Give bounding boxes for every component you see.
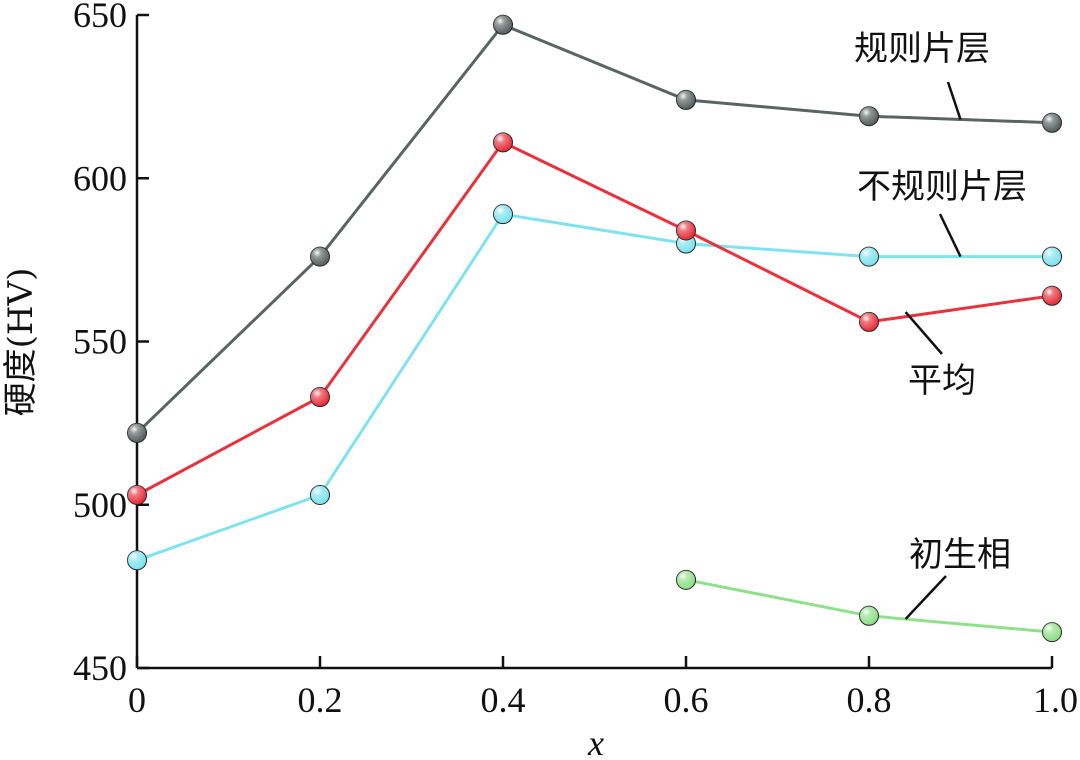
y-tick-label: 600 bbox=[73, 158, 127, 198]
data-point-highlight bbox=[1042, 622, 1062, 642]
data-point-highlight bbox=[310, 247, 330, 267]
leader-line-regular-lamellar bbox=[946, 81, 962, 120]
y-tick-label: 550 bbox=[73, 322, 127, 362]
data-point-highlight bbox=[1042, 286, 1062, 306]
x-tick-label: 1.0 bbox=[1033, 680, 1078, 720]
leader-line-average bbox=[904, 311, 943, 355]
data-point-highlight bbox=[859, 247, 879, 267]
x-axis-title: x bbox=[587, 723, 604, 760]
data-point-highlight bbox=[676, 90, 696, 110]
y-axis-title: 硬度(HV) bbox=[1, 268, 41, 417]
series-layer bbox=[127, 14, 1062, 643]
data-point-highlight bbox=[310, 485, 330, 505]
leader-line-primary-phase bbox=[904, 575, 947, 620]
data-point-highlight bbox=[127, 485, 147, 505]
data-point-highlight bbox=[676, 570, 696, 590]
y-tick-label: 500 bbox=[73, 485, 127, 525]
data-point-highlight bbox=[127, 550, 147, 570]
data-point-highlight bbox=[859, 606, 879, 626]
leader-line-irregular-lamellar bbox=[938, 213, 962, 258]
series-label-average: 平均 bbox=[908, 361, 976, 401]
data-point-highlight bbox=[859, 106, 879, 126]
series-label-primary-phase: 初生相 bbox=[909, 535, 1011, 575]
data-point-highlight bbox=[1042, 247, 1062, 267]
data-point-highlight bbox=[1042, 113, 1062, 133]
data-point-highlight bbox=[676, 220, 696, 240]
series-line-average bbox=[136, 140, 1053, 497]
series-line-regular-lamellar bbox=[135, 23, 1053, 434]
data-point-highlight bbox=[493, 15, 513, 35]
series-average bbox=[127, 132, 1062, 505]
axes: 450 500 550 600 650 0 0.2 0.4 0.6 0.8 1.0 bbox=[73, 0, 1078, 720]
x-tick-label: 0.6 bbox=[664, 680, 709, 720]
data-point-highlight bbox=[127, 423, 147, 443]
series-label-regular-lamellar: 规则片层 bbox=[854, 29, 990, 69]
y-tick-label: 650 bbox=[73, 0, 127, 35]
data-point-highlight bbox=[310, 387, 330, 407]
series-line-irregular-lamellar bbox=[136, 212, 1052, 562]
x-tick-label: 0.4 bbox=[481, 680, 526, 720]
y-tick-label: 450 bbox=[73, 648, 127, 688]
series-regular-lamellar bbox=[127, 14, 1062, 443]
x-tick-label: 0.8 bbox=[847, 680, 892, 720]
data-point-highlight bbox=[859, 312, 879, 332]
x-tick-label: 0 bbox=[128, 680, 146, 720]
series-primary-phase bbox=[676, 569, 1062, 643]
data-point-highlight bbox=[493, 204, 513, 224]
data-point-highlight bbox=[493, 132, 513, 152]
x-tick-label: 0.2 bbox=[298, 680, 343, 720]
series-label-irregular-lamellar: 不规则片层 bbox=[857, 167, 1027, 207]
